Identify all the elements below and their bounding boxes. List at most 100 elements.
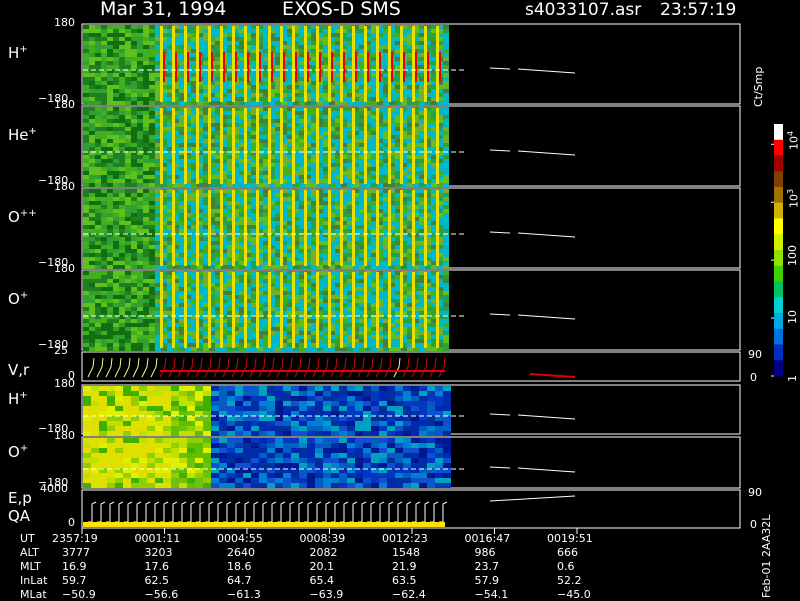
heat-cell xyxy=(107,213,113,217)
flux-stripe xyxy=(412,26,415,102)
heat-cell xyxy=(131,29,137,33)
heat-cell xyxy=(143,197,149,201)
heat-cell xyxy=(113,89,119,93)
peak-stripe xyxy=(199,52,201,82)
heat-cell xyxy=(101,97,107,101)
heat-cell xyxy=(119,287,125,291)
heat-cell xyxy=(113,93,119,97)
heat-cell xyxy=(83,237,89,241)
heat-cell xyxy=(149,307,155,311)
heat-cell xyxy=(113,33,119,37)
heat-cell xyxy=(137,213,143,217)
heat-cell xyxy=(89,237,95,241)
heat-cell xyxy=(149,265,155,269)
heat-cell xyxy=(149,115,155,119)
heat-cell xyxy=(131,89,137,93)
heat-cell xyxy=(113,201,119,205)
heat-cell xyxy=(443,335,449,339)
heat-cell xyxy=(95,201,101,205)
heat-cell xyxy=(83,265,89,269)
heat-cell xyxy=(149,159,155,163)
heat-cell xyxy=(101,73,107,77)
heat-cell xyxy=(125,209,131,213)
heat-cell xyxy=(95,135,101,139)
heat-cell xyxy=(89,197,95,201)
heat-cell xyxy=(101,37,107,41)
heat-cell xyxy=(131,249,137,253)
heat-cell xyxy=(443,119,449,123)
heat-cell xyxy=(83,41,89,45)
heat-cell xyxy=(119,229,125,233)
heat-cell xyxy=(143,135,149,139)
heat-cell xyxy=(149,283,155,287)
heat-cell xyxy=(89,53,95,57)
heat-cell xyxy=(83,261,89,265)
heat-cell xyxy=(149,85,155,89)
heat-cell xyxy=(113,115,119,119)
heat-cell xyxy=(83,143,89,147)
heat-cell xyxy=(89,217,95,221)
heat-cell xyxy=(107,41,113,45)
heat-cell xyxy=(137,89,143,93)
heat-cell xyxy=(83,139,89,143)
heat-cell xyxy=(125,257,131,261)
heat-cell xyxy=(125,29,131,33)
heat-cell xyxy=(101,119,107,123)
heat-cell xyxy=(125,53,131,57)
heat-cell xyxy=(443,111,449,115)
heat-cell xyxy=(83,197,89,201)
heat-cell xyxy=(95,143,101,147)
heat-cell xyxy=(137,347,143,351)
heat-cell xyxy=(143,213,149,217)
heat-cell xyxy=(125,217,131,221)
flux-stripe xyxy=(244,108,247,184)
flux-stripe xyxy=(388,108,391,184)
heat-cell xyxy=(137,311,143,315)
heat-cell xyxy=(143,303,149,307)
heat-cell xyxy=(107,201,113,205)
heat-cell xyxy=(137,295,143,299)
heat-cell xyxy=(119,237,125,241)
heat-cell xyxy=(89,29,95,33)
heat-cell xyxy=(149,311,155,315)
heat-cell xyxy=(143,265,149,269)
heat-cell xyxy=(149,41,155,45)
heat-cell xyxy=(137,147,143,151)
heat-cell xyxy=(101,189,107,193)
heat-cell xyxy=(101,229,107,233)
heat-cell xyxy=(83,229,89,233)
heat-cell xyxy=(119,241,125,245)
heat-cell xyxy=(443,265,449,269)
heat-cell xyxy=(137,139,143,143)
heat-cell xyxy=(95,85,101,89)
heat-cell xyxy=(443,221,449,225)
heat-cell xyxy=(131,93,137,97)
heat-cell xyxy=(101,115,107,119)
heat-cell xyxy=(137,123,143,127)
flux-stripe xyxy=(400,26,403,102)
heat-cell xyxy=(95,171,101,175)
flux-stripe xyxy=(436,108,439,184)
heat-cell xyxy=(107,261,113,265)
heat-cell xyxy=(143,291,149,295)
peak-stripe xyxy=(271,52,273,82)
heat-cell xyxy=(107,81,113,85)
flux-stripe xyxy=(352,26,355,102)
heat-cell xyxy=(107,327,113,331)
heat-cell xyxy=(137,33,143,37)
heat-cell xyxy=(131,205,137,209)
heat-cell xyxy=(83,311,89,315)
heat-cell xyxy=(113,57,119,61)
heat-cell xyxy=(101,213,107,217)
heat-cell xyxy=(149,253,155,257)
heat-cell xyxy=(119,65,125,69)
heat-cell xyxy=(119,307,125,311)
heat-cell xyxy=(101,57,107,61)
heat-cell xyxy=(149,319,155,323)
heat-cell xyxy=(113,101,119,105)
heat-cell xyxy=(89,41,95,45)
heat-cell xyxy=(113,49,119,53)
heat-cell xyxy=(83,131,89,135)
heat-cell xyxy=(95,49,101,53)
flux-stripe xyxy=(292,190,295,266)
